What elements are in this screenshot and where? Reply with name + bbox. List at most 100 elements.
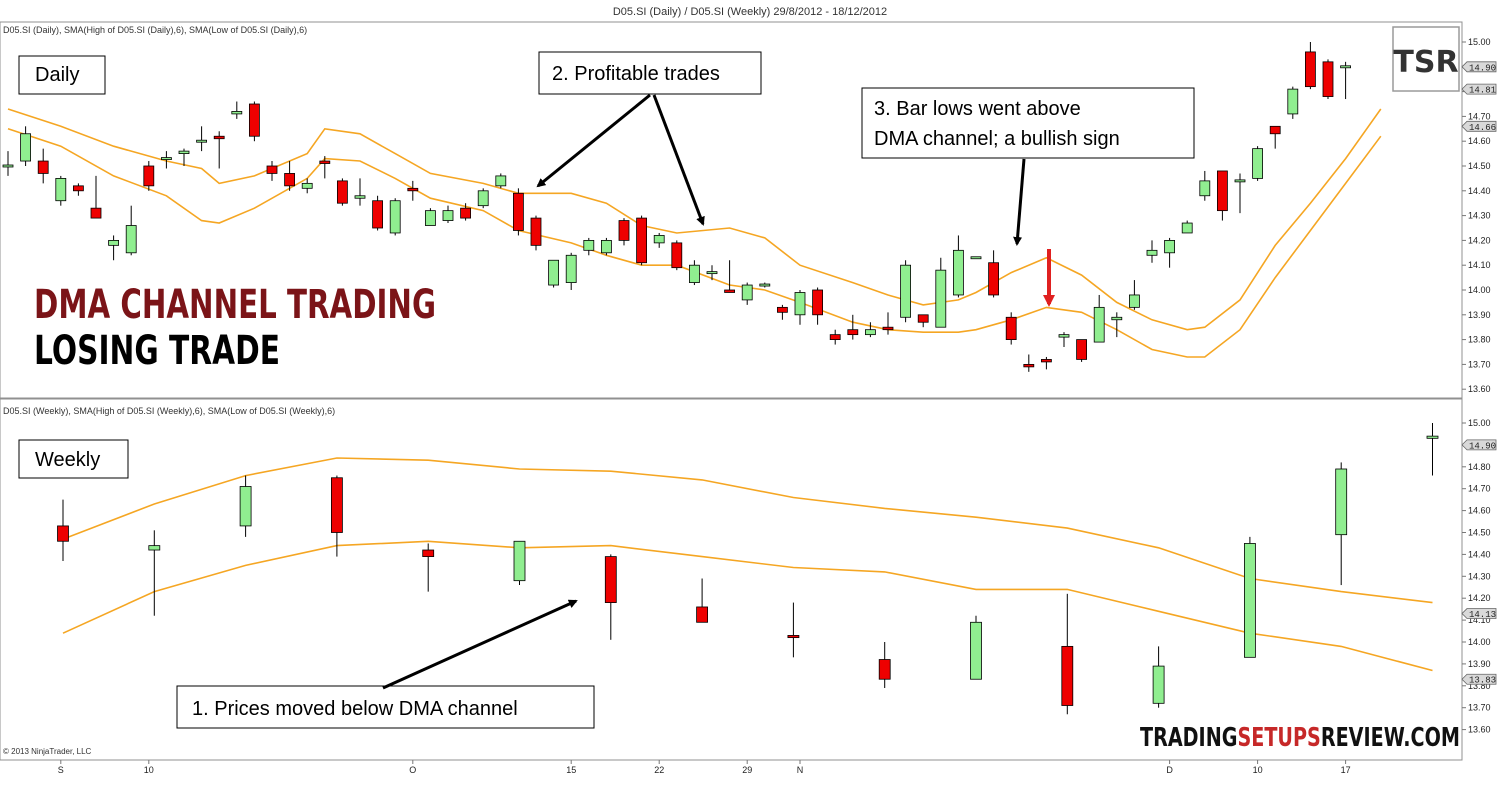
candle-body — [1234, 179, 1246, 183]
candle-body — [266, 165, 278, 174]
candle-body — [284, 173, 296, 187]
candle-body — [829, 334, 841, 341]
daily-panel-label: Daily — [18, 55, 106, 95]
overlay-title-line1: DMA CHANNEL TRADING — [34, 282, 436, 328]
candle-up — [970, 615, 982, 680]
candle-down — [724, 260, 735, 293]
candle-up — [1129, 280, 1140, 310]
annotation-3: 3. Bar lows went above DMA channel; a bu… — [861, 87, 1195, 159]
candle-up — [354, 178, 366, 206]
candle-up — [1426, 423, 1439, 476]
y-tick-label: 14.40 — [1468, 549, 1491, 559]
candle-up — [148, 530, 161, 616]
candle-body — [90, 207, 102, 219]
candle-down — [90, 175, 102, 219]
candle-down — [530, 215, 542, 251]
candle-body — [601, 239, 612, 254]
candle-down — [336, 178, 348, 206]
candle-down — [1269, 125, 1281, 149]
candle-body — [724, 289, 735, 293]
y-tick-label: 13.80 — [1468, 335, 1491, 345]
candle-body — [653, 235, 665, 244]
candle-up — [1252, 146, 1263, 181]
y-tick-label: 14.10 — [1468, 615, 1491, 625]
candle-up — [601, 237, 612, 256]
x-tick-label: 29 — [742, 765, 752, 775]
candle-down — [1076, 339, 1087, 362]
candle-up — [477, 188, 489, 209]
candle-body — [671, 242, 683, 269]
arrow-1 — [382, 599, 578, 690]
candle-body — [389, 200, 401, 234]
candle-up — [1340, 61, 1351, 100]
x-tick-label: S — [58, 765, 64, 775]
candle-down — [882, 312, 894, 335]
candle-down — [319, 156, 331, 179]
y-tick-label: 13.90 — [1468, 659, 1491, 669]
candle-body — [689, 264, 700, 283]
candle-body — [196, 139, 208, 143]
candle-body — [970, 256, 982, 260]
candle-up — [1058, 332, 1070, 348]
y-tick-label: 14.00 — [1468, 637, 1491, 647]
overlay-title-line2: LOSING TRADE — [34, 328, 280, 374]
candle-up — [1093, 294, 1105, 343]
candle-body — [73, 185, 84, 192]
candle-body — [988, 262, 999, 296]
candle-up — [389, 198, 401, 236]
y-tick-label: 13.90 — [1468, 310, 1491, 320]
y-tick-label: 14.30 — [1468, 571, 1491, 581]
candle-up — [1164, 237, 1175, 268]
candle-down — [777, 304, 788, 320]
candle-body — [442, 210, 454, 221]
tsr-logo-text: TSR — [1393, 45, 1458, 80]
candle-body — [1287, 88, 1299, 115]
copyright: © 2013 NinjaTrader, LLC — [3, 747, 92, 756]
candle-body — [1244, 543, 1256, 658]
daily-panel-frame — [0, 21, 1463, 399]
candle-body — [1076, 339, 1087, 360]
candle-body — [530, 217, 542, 246]
candle-body — [878, 659, 891, 680]
candle-down — [1005, 312, 1017, 345]
candle-body — [2, 164, 14, 168]
candle-body — [696, 606, 708, 623]
candle-body — [1305, 51, 1316, 88]
candle-body — [1093, 306, 1105, 343]
candle-body — [1041, 359, 1052, 363]
price-badge — [1461, 61, 1497, 73]
candle-up — [741, 282, 753, 305]
candle-up — [794, 290, 806, 325]
candle-body — [239, 486, 252, 527]
candle-body — [37, 160, 49, 174]
brand-part3: REVIEW.COM — [1321, 723, 1460, 753]
candle-down — [37, 148, 49, 184]
candle-body — [777, 306, 788, 313]
brand-footer: TRADINGSETUPSREVIEW.COM — [1140, 723, 1460, 753]
price-badge — [1461, 83, 1497, 95]
candle-up — [900, 260, 911, 323]
annotation-2-text: 2. Profitable trades — [552, 63, 720, 85]
candle-body — [935, 269, 947, 328]
candle-body — [495, 175, 507, 187]
candle-body — [477, 190, 489, 207]
candle-body — [108, 239, 119, 246]
candle-body — [970, 621, 982, 680]
arrow-3 — [1013, 158, 1026, 246]
daily-candles — [2, 42, 1351, 372]
candle-body — [583, 239, 595, 251]
candle-body — [231, 111, 243, 115]
candle-up — [1244, 536, 1256, 658]
daily-series-label: D05.SI (Daily), SMA(High of D05.SI (Dail… — [3, 25, 307, 35]
x-tick-label: 10 — [144, 765, 154, 775]
candle-body — [953, 249, 964, 296]
weekly-sma-lines — [62, 457, 1433, 672]
price-badge — [1461, 608, 1497, 619]
candle-up — [1181, 220, 1193, 234]
x-axis: S 10 O 15 22 29 N D 10 17 — [58, 760, 1351, 775]
candle-body — [1023, 363, 1035, 368]
candle-body — [1335, 468, 1348, 536]
candle-down — [847, 314, 859, 340]
candle-body — [741, 284, 753, 301]
candle-body — [424, 210, 436, 226]
